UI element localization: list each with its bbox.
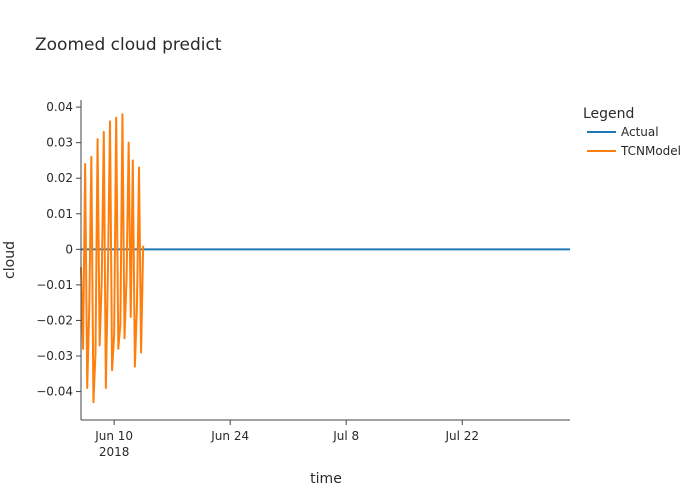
y-tick-label: −0.01 [36,278,73,292]
y-axis-label: cloud [2,241,18,279]
legend: Legend Actual TCNModel [583,106,681,158]
y-tick-label: −0.02 [36,313,73,327]
x-axis-ticks: Jun 10 2018 Jun 24 Jul 8 Jul 22 [94,420,479,459]
legend-label-tcnmodel: TCNModel [620,144,681,158]
legend-items: Actual TCNModel [587,125,681,158]
y-tick-label: 0 [65,242,73,256]
y-tick-label: −0.04 [36,385,73,399]
series-line-tcnmodel [80,113,145,404]
series-layer [80,113,570,404]
y-axis-ticks: 0.04 0.03 0.02 0.01 0 −0.01 −0.02 −0.03 −0.04 [36,100,81,399]
x-tick-sublabel: 2018 [99,445,130,459]
x-tick-label: Jun 24 [210,429,249,443]
x-tick-label: Jul 22 [444,429,479,443]
x-tick-label: Jul 8 [332,429,359,443]
y-tick-label: 0.03 [46,136,73,150]
legend-label-actual: Actual [621,125,659,139]
chart-title: Zoomed cloud predict [35,35,222,55]
y-tick-label: 0.01 [46,207,73,221]
x-tick-label: Jun 10 [94,429,133,443]
x-axis-label: time [310,471,342,487]
y-tick-label: 0.02 [46,171,73,185]
legend-title: Legend [583,106,634,122]
y-tick-label: 0.04 [46,100,73,114]
y-tick-label: −0.03 [36,349,73,363]
plot-area: 0.04 0.03 0.02 0.01 0 −0.01 −0.02 −0.03 −0.04 Ju… [36,100,570,459]
